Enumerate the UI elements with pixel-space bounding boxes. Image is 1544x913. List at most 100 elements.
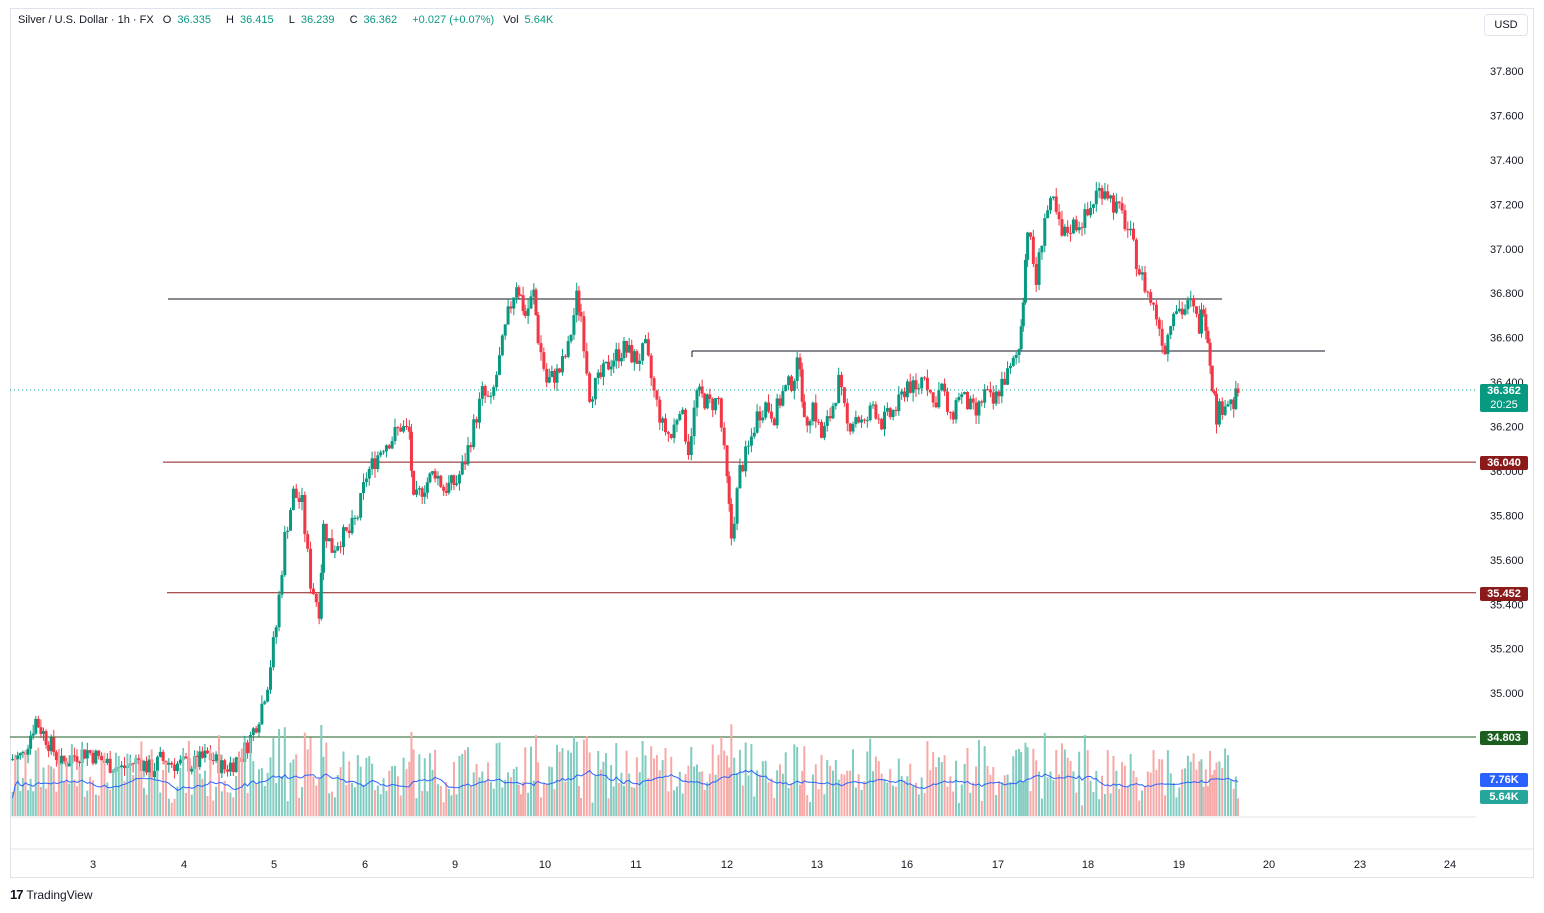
candle-body <box>1157 319 1161 329</box>
candle-body <box>300 494 304 503</box>
candle-body <box>420 488 424 497</box>
candle-body <box>814 402 818 422</box>
x-tick-label: 12 <box>721 859 733 871</box>
candle-body <box>1021 302 1025 327</box>
volume-bar <box>955 760 958 816</box>
candle-body <box>563 356 567 358</box>
x-tick-label: 20 <box>1263 859 1275 871</box>
volume-bar <box>684 773 687 816</box>
candle-body <box>1160 328 1164 346</box>
volume-bar <box>1060 743 1063 816</box>
x-tick-label: 24 <box>1444 859 1456 871</box>
candle-body <box>848 423 852 432</box>
candle-body <box>500 335 504 356</box>
volume-bar <box>1186 755 1189 816</box>
candle-body <box>319 572 323 619</box>
open-value: 36.335 <box>177 14 211 26</box>
volume-bar <box>34 750 37 816</box>
candle-body <box>39 727 43 734</box>
volume-bar <box>714 774 717 816</box>
candle-body <box>1066 226 1070 233</box>
volume-bar <box>857 774 860 816</box>
volume-bar <box>809 801 812 816</box>
volume-bar <box>1112 755 1115 816</box>
volume-bar <box>977 739 980 816</box>
volume-bar <box>229 792 232 816</box>
volume-bar <box>1055 749 1058 816</box>
volume-bar <box>156 770 159 816</box>
volume-bar <box>935 767 938 816</box>
candle-body <box>519 295 523 297</box>
volume-bar <box>220 791 223 816</box>
volume-bar <box>681 793 684 816</box>
candle-body <box>622 340 626 359</box>
volume-bar <box>501 787 504 816</box>
volume-bar <box>1229 780 1232 816</box>
candle-body <box>732 523 736 539</box>
candle-body <box>339 546 343 548</box>
candle-body <box>379 452 383 456</box>
volume-bar <box>237 756 240 816</box>
x-tick-label: 11 <box>630 859 641 871</box>
candle-body <box>1226 404 1230 407</box>
candle-body <box>569 334 573 342</box>
volume-bar <box>78 766 81 816</box>
volume-label: Vol <box>503 14 519 26</box>
candle-body <box>781 391 785 406</box>
volume-bar <box>1058 774 1061 816</box>
volume-bar <box>937 757 940 816</box>
candle-body <box>1006 368 1010 385</box>
tradingview-logo-icon: 17 <box>10 887 24 902</box>
candle-body <box>716 398 720 400</box>
currency-button[interactable]: USD <box>1484 14 1528 36</box>
volume-bar <box>142 787 145 816</box>
candle-body <box>974 402 978 416</box>
candle-body <box>811 402 815 422</box>
candle-body <box>327 538 331 542</box>
candle-body <box>509 306 513 309</box>
candle-body <box>582 316 586 352</box>
candle-body <box>566 341 570 357</box>
volume-bar <box>266 772 269 816</box>
volume-bar <box>320 725 323 816</box>
volume-bar <box>1018 748 1021 816</box>
symbol-title[interactable]: Silver / U.S. Dollar · 1h · FX <box>18 14 154 26</box>
candle-body <box>274 627 278 638</box>
volume-bar <box>527 792 530 816</box>
candle-body <box>711 398 715 411</box>
x-tick-label: 10 <box>539 859 551 871</box>
candle-body <box>1028 232 1032 237</box>
volume-bar <box>917 794 920 816</box>
candle-body <box>147 759 151 773</box>
volume-bar <box>472 772 475 816</box>
candle-body <box>614 349 618 361</box>
volume-bar <box>653 758 656 816</box>
volume-bar <box>11 791 14 816</box>
brand-name: TradingView <box>26 887 93 902</box>
footer-brand[interactable]: 17 TradingView <box>10 887 93 902</box>
candle-body <box>672 424 676 438</box>
candle-body <box>798 357 802 370</box>
volume-bar <box>412 749 415 816</box>
candle-body <box>695 390 699 408</box>
candle-body <box>412 470 416 495</box>
volume-bar <box>940 762 943 816</box>
volume-bar <box>883 778 886 816</box>
volume-bar <box>187 740 190 816</box>
volume-bar <box>929 770 932 816</box>
volume-bar <box>487 762 490 816</box>
volume-bar <box>814 764 817 816</box>
volume-bar <box>787 787 790 816</box>
volume-bar <box>711 744 714 816</box>
candle-body <box>1223 406 1227 415</box>
candle-body <box>449 475 453 483</box>
candle-body <box>257 724 261 733</box>
volume-bar <box>258 769 261 816</box>
candle-body <box>83 749 87 759</box>
volume-bar <box>1029 791 1032 816</box>
candle-body <box>1210 365 1214 392</box>
volume-bar <box>542 782 545 816</box>
volume-bar <box>992 766 995 816</box>
volume-bar <box>628 773 631 816</box>
